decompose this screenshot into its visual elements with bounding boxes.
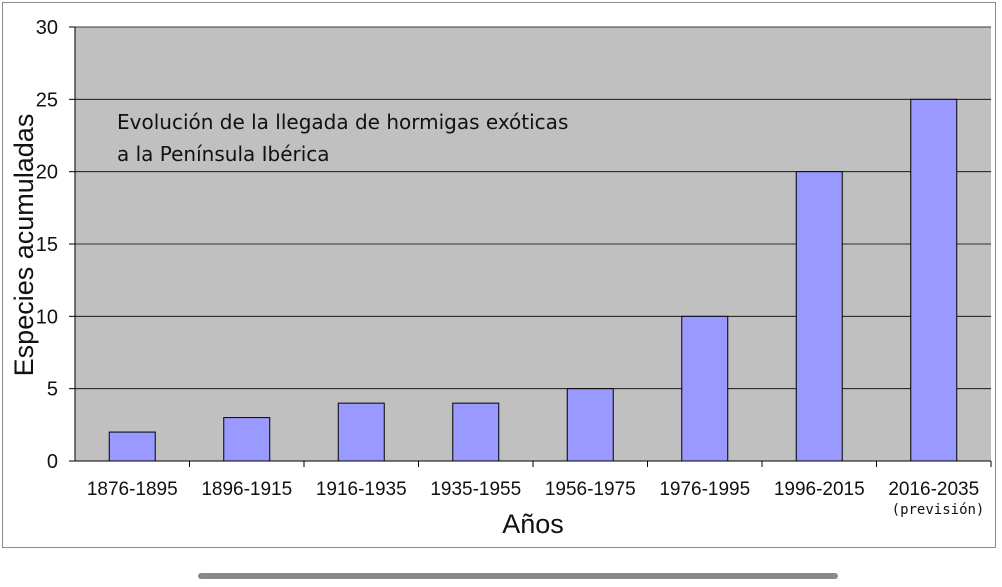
chart-title-line-2: a la Península Ibérica [117, 142, 330, 166]
forecast-annotation: (previsión) [892, 502, 985, 518]
chart-title: Evolución de la llegada de hormigas exót… [117, 106, 637, 170]
x-tick-label: 1976-1995 [659, 479, 750, 500]
bar-2016-2035 [910, 98, 958, 462]
bar-1976-1995 [681, 315, 729, 462]
y-tick-label: 5 [47, 379, 58, 401]
y-axis-label: Especies acumuladas [9, 114, 39, 377]
y-tick-label: 15 [36, 234, 58, 256]
x-tick-label: 1896-1915 [201, 479, 292, 500]
bars [108, 98, 958, 462]
y-tick-label: 0 [47, 451, 58, 473]
x-tick-label: 2016-2035 [888, 479, 979, 500]
bar-1935-1955 [452, 402, 500, 462]
bar-1916-1935 [337, 402, 385, 462]
x-tick-label: 1935-1955 [430, 479, 521, 500]
chart-title-line-1: Evolución de la llegada de hormigas exót… [117, 110, 569, 134]
y-tick-label: 20 [36, 162, 58, 184]
x-tick-labels: 1876-1895 1896-1915 1916-1935 1935-1955 1956… [87, 461, 992, 500]
x-tick-label: 1876-1895 [87, 479, 178, 500]
bar-1956-1975 [566, 388, 614, 462]
x-tick-label: 1996-2015 [774, 479, 865, 500]
bar-1896-1915 [223, 417, 271, 462]
y-tick-label: 30 [36, 17, 58, 39]
y-tick-labels: 0 5 10 15 20 25 30 [36, 17, 75, 473]
horizontal-scrollbar[interactable] [198, 573, 838, 579]
bar-1876-1895 [108, 431, 156, 462]
x-axis-label: Años [502, 509, 564, 539]
y-tick-label: 25 [36, 89, 58, 111]
x-tick-label: 1916-1935 [316, 479, 407, 500]
bar-1996-2015 [795, 171, 843, 462]
y-tick-label: 10 [36, 306, 58, 328]
x-tick-label: 1956-1975 [545, 479, 636, 500]
